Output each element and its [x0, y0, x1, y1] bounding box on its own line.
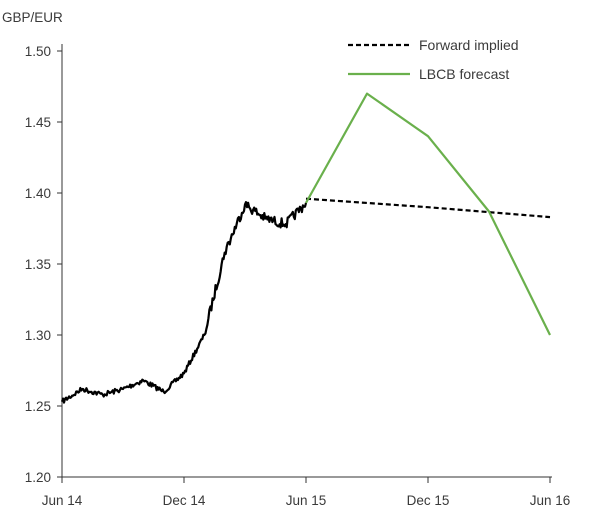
series-line-lbcb-forecast: [305, 92, 551, 336]
y-tick-label: 1.35: [25, 257, 51, 272]
y-tick-label: 1.45: [25, 115, 51, 130]
series-line-spot: [60, 201, 308, 404]
legend: Forward implied LBCB forecast: [348, 37, 519, 82]
x-tick-label: Jun 14: [42, 493, 83, 508]
series-lines: [60, 92, 551, 404]
y-axis-label: GBP/EUR: [2, 10, 63, 25]
y-tick-label: 1.50: [25, 44, 51, 59]
axes: 1.20 1.25 1.30 1.35 1.40 1.45 1.50 Jun 14 Dec 14…: [25, 44, 571, 508]
x-tick-label: Dec 14: [163, 493, 206, 508]
y-tick-label: 1.25: [25, 399, 51, 414]
x-tick-label: Jun 15: [286, 493, 327, 508]
legend-label-lbcb-forecast: LBCB forecast: [419, 66, 509, 82]
x-tick-label: Jun 16: [530, 493, 571, 508]
y-tick-label: 1.30: [25, 328, 51, 343]
y-tick-label: 1.40: [25, 186, 51, 201]
y-tick-label: 1.20: [25, 470, 51, 485]
x-tick-label: Dec 15: [407, 493, 450, 508]
legend-label-forward-implied: Forward implied: [419, 37, 519, 53]
series-line-forward-implied: [305, 197, 551, 219]
